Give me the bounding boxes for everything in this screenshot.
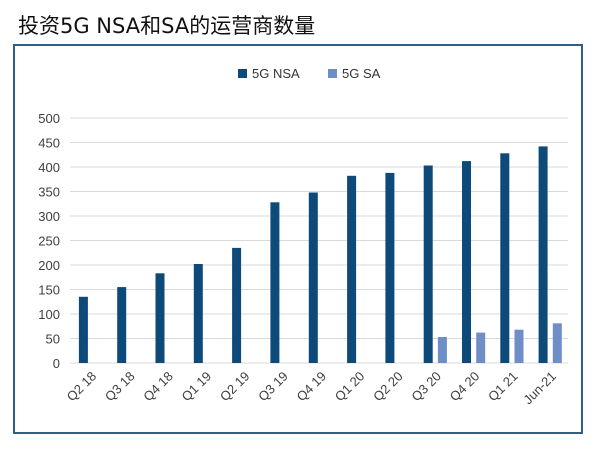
y-tick-label: 250 (38, 234, 60, 249)
bar-nsa (385, 172, 395, 363)
legend-swatch-sa (328, 69, 337, 78)
legend-label-nsa: 5G NSA (252, 66, 300, 81)
bar-sa (514, 329, 524, 363)
x-tick-label: Q1 20 (332, 369, 368, 405)
y-tick-label: 300 (38, 209, 60, 224)
x-tick-label: Q3 19 (255, 369, 291, 405)
bar-nsa (308, 192, 318, 363)
y-tick-label: 450 (38, 136, 60, 151)
bar-nsa (117, 287, 127, 363)
x-tick-label: Q4 19 (293, 369, 329, 405)
chart-frame: 0 50 100 150 200 250 300 350 400 450 500 Q2 18 Q3 18… (13, 44, 583, 434)
x-tick-label: Q2 18 (64, 369, 100, 405)
y-tick-label: 150 (38, 283, 60, 298)
x-tick-label: Q4 20 (447, 369, 483, 405)
bar-nsa (538, 146, 548, 363)
legend-swatch-nsa (238, 69, 247, 78)
bar-nsa (270, 202, 280, 363)
x-tick-label: Q2 19 (217, 369, 253, 405)
bar-sa (552, 323, 562, 363)
bar-nsa (462, 161, 471, 363)
bar-nsa (193, 264, 203, 363)
x-tick-label: Jun-21 (520, 369, 559, 408)
bar-nsa (78, 296, 88, 363)
legend-label-sa: 5G SA (342, 66, 381, 81)
x-tick-label: Q1 19 (179, 369, 215, 405)
bar-nsa (423, 165, 433, 363)
x-tick-label: Q3 18 (102, 369, 138, 405)
y-tick-label: 0 (53, 356, 60, 371)
bar-sa (476, 332, 486, 363)
y-tick-label: 400 (38, 160, 60, 175)
bar-nsa (347, 175, 357, 363)
y-tick-label: 100 (38, 307, 60, 322)
y-tick-label: 50 (46, 332, 60, 347)
y-tick-label: 350 (38, 185, 60, 200)
x-tick-label: Q4 18 (140, 369, 176, 405)
bar-nsa (500, 153, 510, 363)
x-tick-label: Q3 20 (408, 369, 444, 405)
x-tick-label: Q2 20 (370, 369, 406, 405)
y-tick-label: 500 (38, 111, 60, 126)
y-tick-label: 200 (38, 258, 60, 273)
bar-sa (437, 337, 447, 363)
bar-nsa (232, 247, 242, 363)
x-tick-label: Q1 21 (485, 369, 521, 405)
page-title: 投资5G NSA和SA的运营商数量 (18, 14, 316, 38)
bar-chart: 0 50 100 150 200 250 300 350 400 450 500 Q2 18 Q3 18… (38, 66, 568, 408)
bar-nsa (155, 273, 165, 363)
